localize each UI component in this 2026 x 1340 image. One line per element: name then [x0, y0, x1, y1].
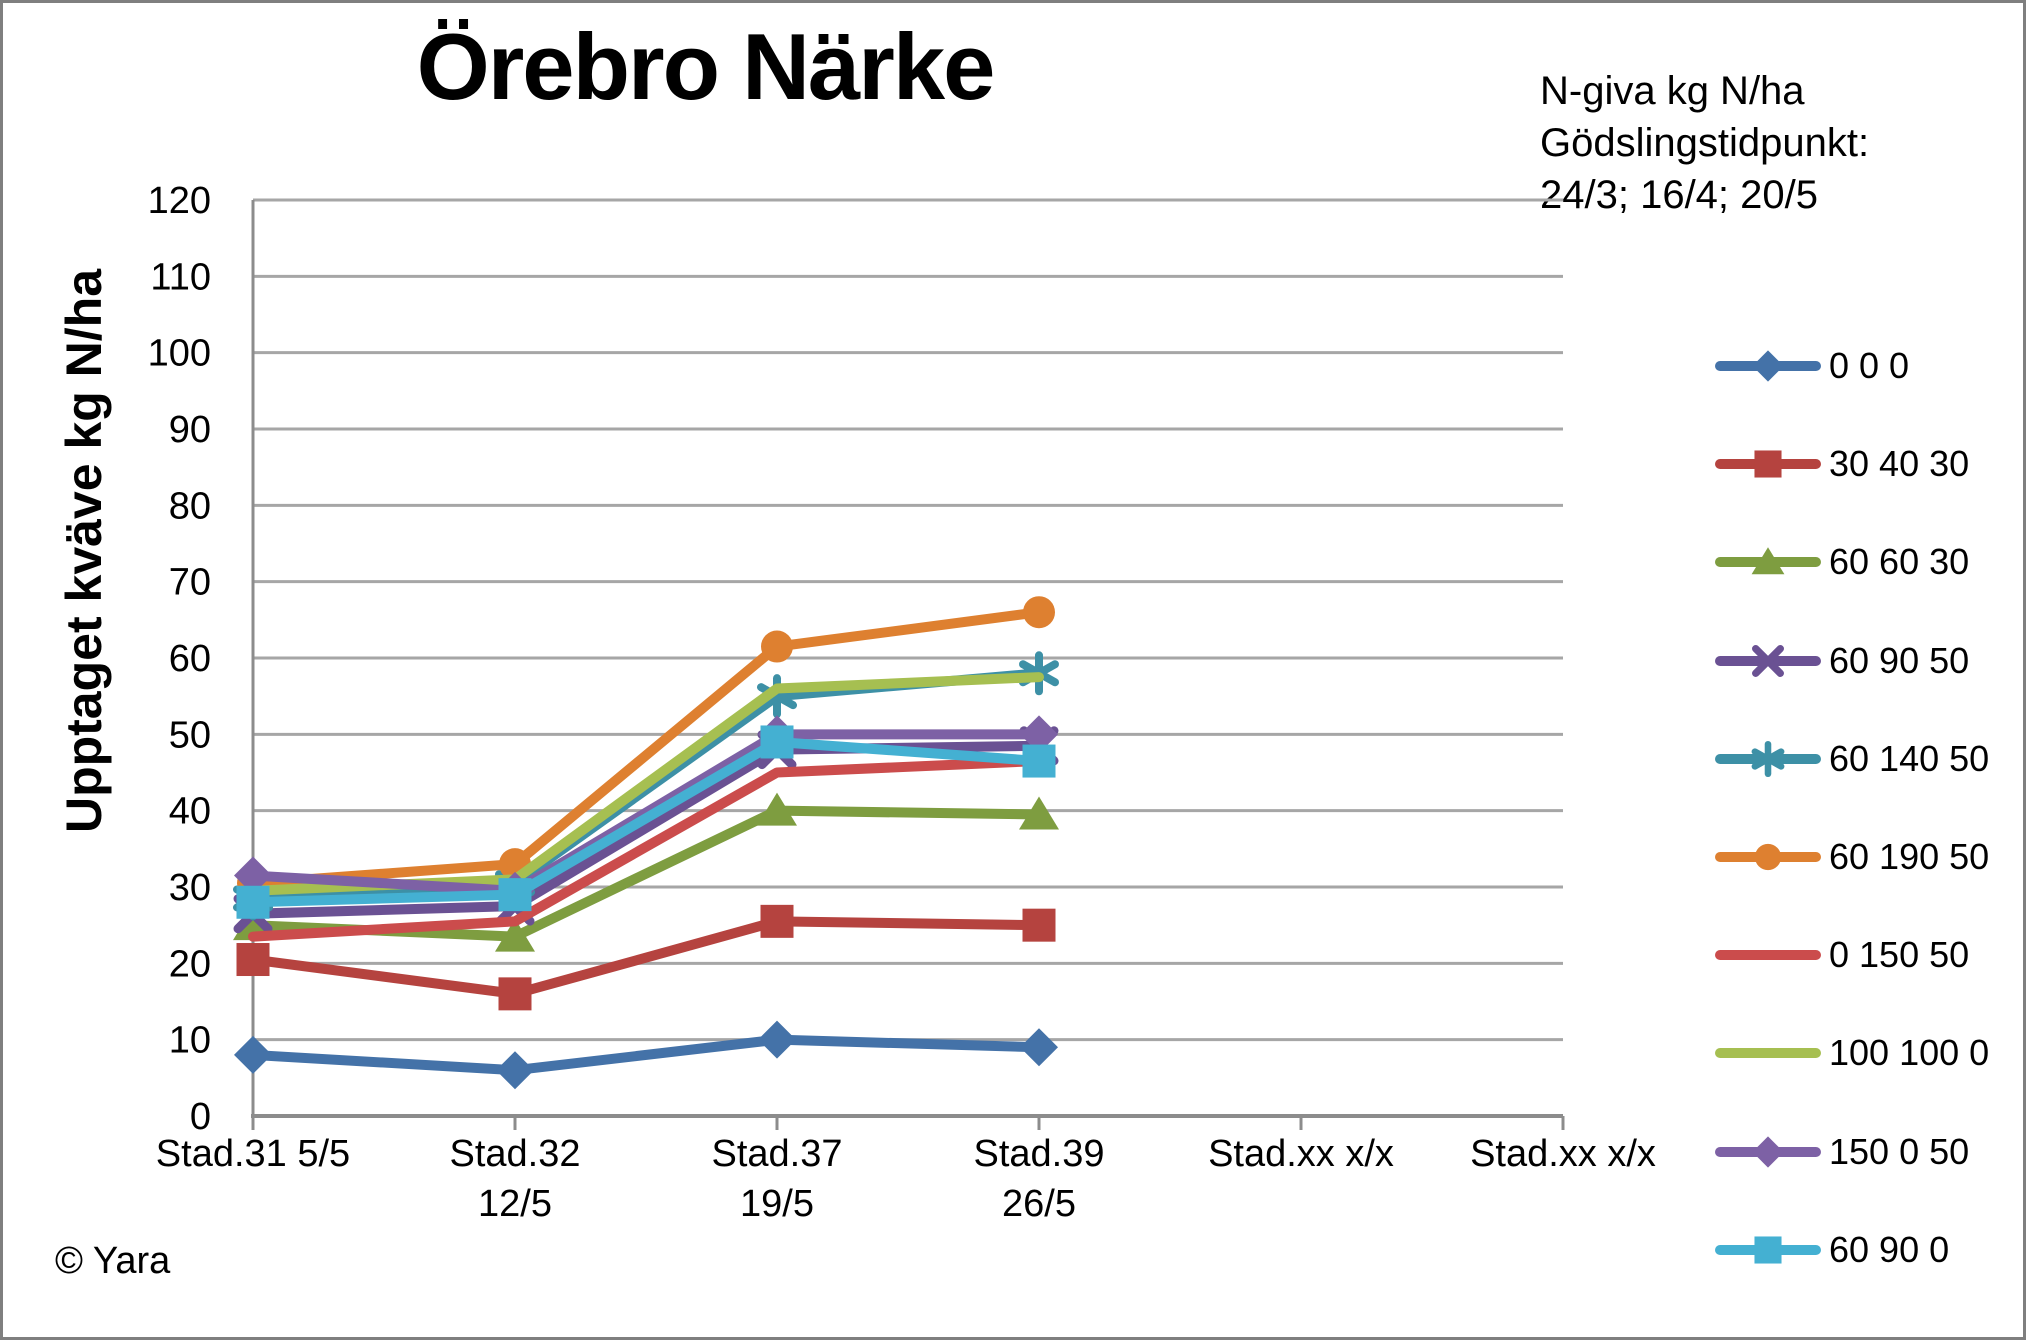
y-tick-label: 60	[169, 638, 211, 680]
marker-diamond	[496, 1051, 534, 1090]
line-chart-plot: 0 10 20 30 40 50 60 70 80 90 100 110 120 Stad.31 5/5 S…	[148, 180, 1656, 1225]
series-line	[248, 1034, 1044, 1076]
legend-item: 60 190 50	[1715, 835, 2023, 879]
legend-key-icon	[1715, 1136, 1821, 1168]
x-tick-label: Stad.32 12/5	[450, 1133, 581, 1225]
marker-diamond	[1752, 1136, 1784, 1168]
y-tick-label: 70	[169, 562, 211, 604]
y-tick-label: 120	[148, 180, 211, 222]
y-tick-label: 20	[169, 943, 211, 985]
y-tick-label: 50	[169, 714, 211, 756]
y-tick-label: 100	[148, 333, 211, 375]
marker-star	[1751, 748, 1785, 770]
legend-label: 60 60 30	[1829, 541, 1970, 583]
marker-square	[760, 725, 794, 759]
legend-label: 0 0 0	[1829, 345, 1910, 386]
legend-item: 60 90 0	[1715, 1228, 2023, 1272]
legend-label: 60 190 50	[1829, 836, 1990, 877]
legend-label: 100 100 0	[1829, 1032, 1990, 1074]
marker-diamond	[758, 1020, 796, 1059]
x-tick-label: Stad.39 26/5	[974, 1133, 1105, 1225]
marker-diamond	[234, 856, 272, 895]
x-tick-label: Stad.31 5/5	[156, 1133, 350, 1175]
copyright-text: © Yara	[55, 1240, 171, 1282]
y-tick-label: 10	[169, 1020, 211, 1062]
annotation-line-1: N-giva kg N/ha	[1540, 69, 1805, 113]
legend-key-icon	[1715, 740, 1821, 777]
legend-key-icon	[1715, 950, 1821, 961]
marker-triangle	[1019, 796, 1059, 830]
legend-label: 60 140 50	[1829, 737, 1990, 779]
legend-key-icon	[1715, 1236, 1821, 1264]
x-tick-label: Stad.xx x/x	[1208, 1133, 1394, 1175]
marker-diamond	[1020, 1028, 1058, 1067]
marker-square	[1022, 744, 1056, 778]
marker-diamond	[234, 1035, 272, 1074]
legend-label: 0 150 50	[1829, 934, 1970, 976]
marker-square	[236, 885, 270, 919]
legend-item: 60 140 50	[1715, 737, 2023, 781]
marker-triangle	[495, 918, 535, 952]
legend-item: 0 150 50	[1715, 933, 2023, 977]
series-line	[248, 607, 1044, 889]
annotation-line-2: Gödslingstidpunkt:	[1540, 121, 1870, 165]
legend-label: 150 0 50	[1829, 1130, 1970, 1172]
x-tick-label: Stad.xx x/x	[1470, 1133, 1656, 1175]
marker-circle	[1754, 843, 1782, 871]
marker-square	[1022, 908, 1056, 942]
legend-item: 100 100 0	[1715, 1031, 2023, 1075]
marker-square	[1754, 1236, 1782, 1264]
legend-key-icon	[1715, 547, 1821, 575]
legend-key-icon	[1715, 450, 1821, 478]
y-tick-label: 0	[190, 1096, 211, 1138]
legend-key-icon	[1715, 843, 1821, 871]
marker-square	[760, 904, 794, 938]
x-tick-label: Stad.37 19/5	[712, 1133, 843, 1225]
y-tick-label: 40	[169, 791, 211, 833]
marker-square	[236, 943, 270, 977]
series-line	[248, 672, 1044, 896]
legend-item: 60 60 30	[1715, 540, 2023, 584]
y-tick-label: 110	[150, 256, 211, 298]
marker-x	[1752, 644, 1784, 677]
legend-label: 60 90 50	[1829, 639, 1970, 681]
annotation-line-3: 24/3; 16/4; 20/5	[1540, 173, 1819, 217]
y-tick-label: 80	[169, 485, 211, 527]
marker-square	[498, 878, 532, 912]
marker-diamond	[1020, 715, 1058, 754]
marker-diamond	[1752, 350, 1784, 382]
legend-label: 60 90 0	[1829, 1228, 1950, 1270]
y-tick-label: 90	[169, 409, 211, 451]
marker-triangle	[757, 792, 797, 826]
legend-label: 30 40 30	[1829, 443, 1970, 485]
legend-item: 60 90 50	[1715, 639, 2023, 683]
legend-item: 30 40 30	[1715, 442, 2023, 486]
marker-triangle	[1751, 547, 1785, 575]
legend-item: 0 0 0	[1715, 344, 2023, 388]
marker-circle	[761, 630, 793, 663]
legend-key-icon	[1715, 644, 1821, 677]
marker-circle	[1023, 596, 1055, 629]
legend-item: 150 0 50	[1715, 1130, 2023, 1174]
series-line	[248, 736, 1044, 908]
marker-square	[498, 977, 532, 1011]
y-tick-label: 30	[169, 867, 211, 909]
series-line	[248, 756, 1044, 942]
chart-title: Örebro Närke	[416, 14, 996, 119]
marker-square	[1754, 450, 1782, 478]
legend-key-icon	[1715, 350, 1821, 382]
legend-key-icon	[1715, 1048, 1821, 1059]
series-line	[248, 916, 1044, 999]
legend-title-annotation: N-giva kg N/ha Gödslingstidpunkt: 24/3; …	[1540, 65, 2010, 221]
